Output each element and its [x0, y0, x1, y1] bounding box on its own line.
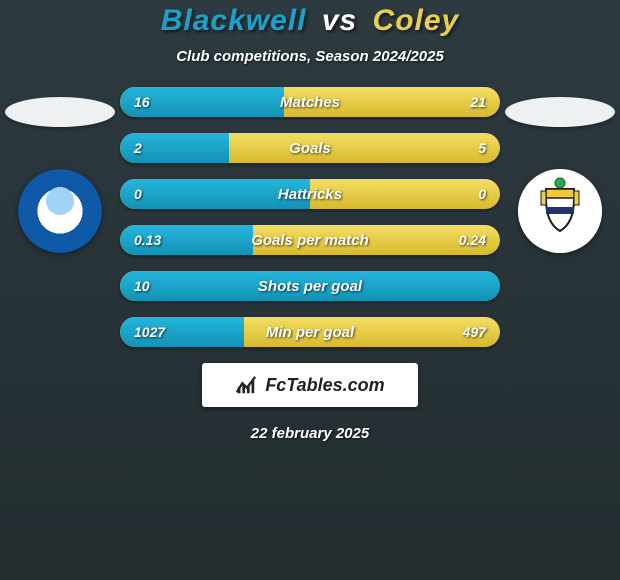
- bar-track: [120, 271, 500, 301]
- player2-club-crest: [518, 169, 602, 253]
- bar-fill-left: [120, 317, 244, 347]
- bar-fill-left: [120, 179, 310, 209]
- brand-text: FcTables.com: [265, 375, 384, 396]
- infographic-root: Blackwell vs Coley Club competitions, Se…: [0, 0, 620, 580]
- stat-row: 16 21 Matches: [120, 87, 500, 117]
- bar-track: [120, 179, 500, 209]
- player2-photo-placeholder: [505, 97, 615, 127]
- bar-track: [120, 133, 500, 163]
- bar-track: [120, 317, 500, 347]
- columns: 16 21 Matches 2 5 Goals 0 0 Hattricks: [0, 87, 620, 347]
- bar-fill-left: [120, 225, 253, 255]
- title-player1: Blackwell: [161, 4, 307, 37]
- stat-bars: 16 21 Matches 2 5 Goals 0 0 Hattricks: [120, 87, 500, 347]
- player1-photo-placeholder: [5, 97, 115, 127]
- stat-row: 2 5 Goals: [120, 133, 500, 163]
- bar-track: [120, 225, 500, 255]
- bar-fill-left: [120, 87, 284, 117]
- subtitle: Club competitions, Season 2024/2025: [0, 48, 620, 65]
- title-vs: vs: [322, 4, 357, 37]
- bar-track: [120, 87, 500, 117]
- brand-badge: FcTables.com: [202, 363, 418, 407]
- bar-fill-left: [120, 133, 229, 163]
- player1-club-crest: [18, 169, 102, 253]
- bar-fill-left: [120, 271, 500, 301]
- stat-row: 0.13 0.24 Goals per match: [120, 225, 500, 255]
- title-player2: Coley: [373, 4, 460, 37]
- title: Blackwell vs Coley: [0, 4, 620, 38]
- date: 22 february 2025: [0, 425, 620, 442]
- stat-row: 0 0 Hattricks: [120, 179, 500, 209]
- right-column: [500, 87, 620, 253]
- brand-chart-icon: [235, 374, 257, 396]
- stat-row: 1027 497 Min per goal: [120, 317, 500, 347]
- stat-row: 10 Shots per goal: [120, 271, 500, 301]
- left-column: [0, 87, 120, 253]
